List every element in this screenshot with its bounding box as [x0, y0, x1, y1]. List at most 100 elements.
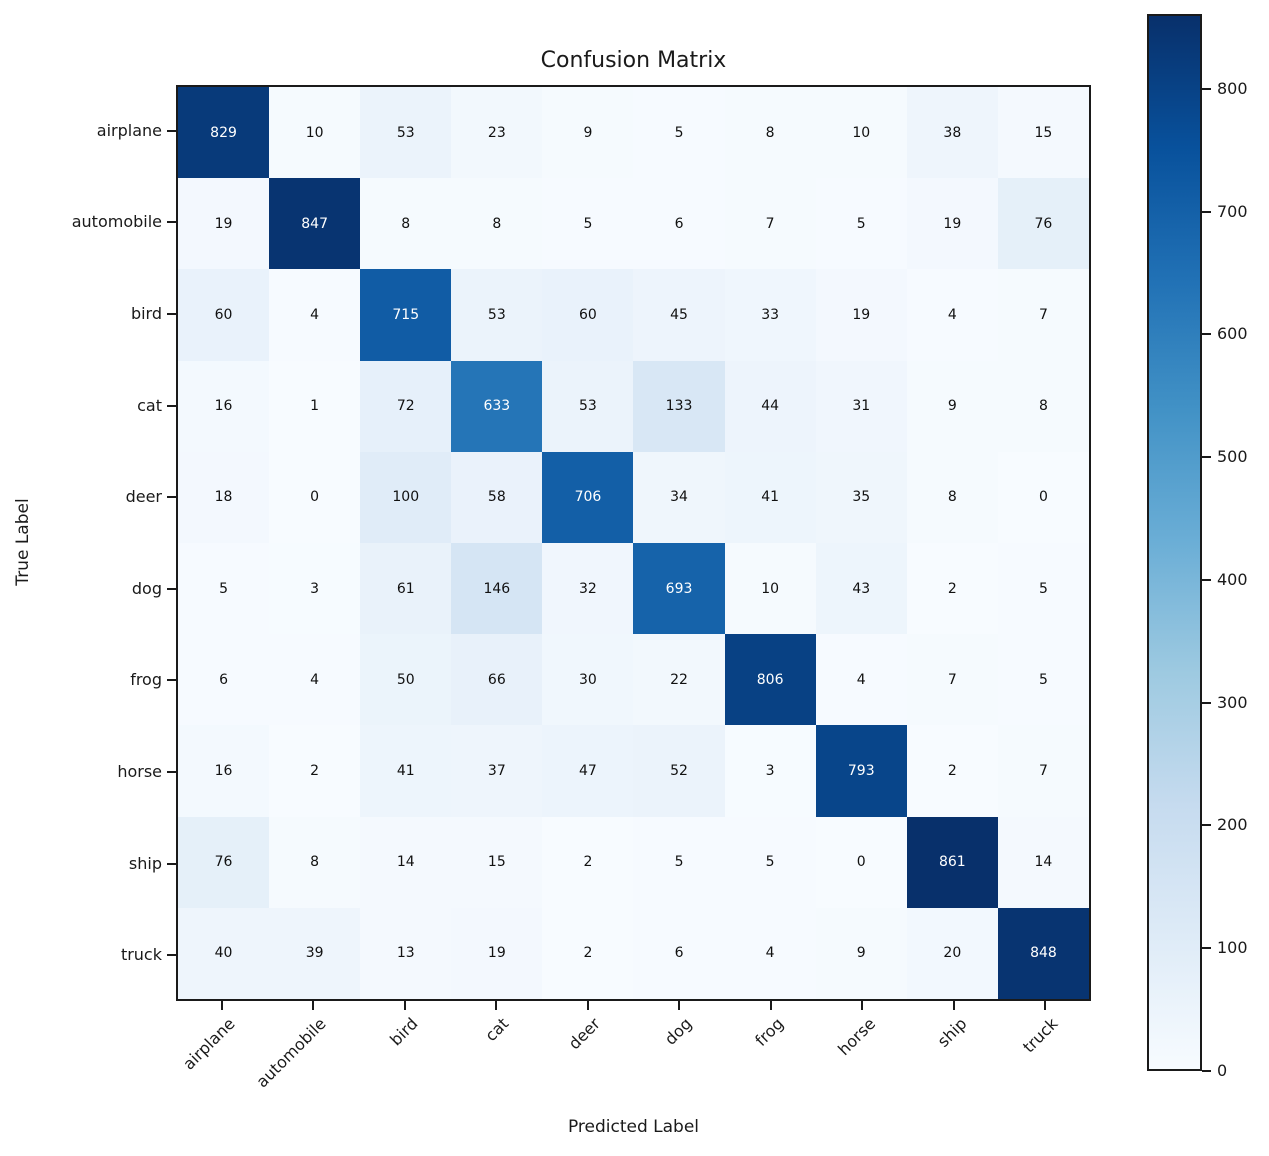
matrix-cell-airplane-cat: 23 [451, 87, 543, 179]
colorbar-tick-label-600: 600 [1217, 324, 1248, 344]
matrix-cell-frog-frog: 806 [724, 634, 816, 726]
matrix-cell-cat-airplane: 16 [178, 360, 270, 452]
chart-title: Confusion Matrix [540, 48, 727, 73]
matrix-cell-airplane-ship: 38 [906, 87, 998, 179]
matrix-cell-ship-cat: 15 [451, 816, 543, 908]
matrix-cell-airplane-frog: 8 [724, 87, 816, 179]
matrix-cell-frog-automobile: 4 [269, 634, 361, 726]
x-tick-mark [769, 1001, 772, 1010]
colorbar-tick-mark [1202, 87, 1211, 90]
x-tick-mark [312, 1001, 315, 1010]
matrix-cell-horse-deer: 47 [542, 725, 634, 817]
x-tick-label-dog: dog [660, 1014, 696, 1049]
x-tick-mark [220, 1001, 223, 1010]
matrix-cell-automobile-bird: 8 [360, 178, 452, 270]
matrix-cell-truck-deer: 2 [542, 907, 634, 999]
x-tick-label-airplane: airplane [178, 1014, 239, 1074]
matrix-cell-airplane-airplane: 829 [178, 87, 270, 179]
matrix-cell-dog-airplane: 5 [178, 542, 270, 635]
colorbar-tick-mark [1202, 578, 1211, 581]
matrix-cell-frog-airplane: 6 [178, 634, 270, 726]
matrix-cell-bird-bird: 715 [360, 269, 452, 361]
matrix-cell-deer-bird: 100 [360, 451, 452, 543]
y-tick-mark [167, 313, 176, 315]
matrix-cell-horse-cat: 37 [451, 725, 543, 817]
matrix-cell-automobile-horse: 5 [815, 178, 907, 270]
matrix-cell-frog-dog: 22 [633, 634, 725, 726]
matrix-cell-frog-truck: 5 [997, 634, 1089, 726]
matrix-cell-airplane-horse: 10 [815, 87, 907, 179]
x-tick-mark [1044, 1001, 1047, 1010]
matrix-cell-ship-ship: 861 [906, 816, 998, 908]
matrix-cell-ship-dog: 5 [633, 816, 725, 908]
y-axis-label: True Label [13, 498, 33, 586]
matrix-cell-truck-frog: 4 [724, 907, 816, 999]
x-tick-mark [678, 1001, 681, 1010]
matrix-cell-deer-automobile: 0 [269, 451, 361, 543]
matrix-cell-dog-dog: 693 [633, 542, 725, 635]
matrix-cell-airplane-truck: 15 [997, 87, 1089, 179]
matrix-cell-dog-automobile: 3 [269, 542, 361, 635]
y-tick-mark [167, 587, 176, 590]
matrix-cell-bird-automobile: 4 [269, 269, 361, 361]
matrix-cell-deer-ship: 8 [906, 451, 998, 543]
matrix-cell-cat-dog: 133 [633, 360, 725, 452]
matrix-cell-dog-bird: 61 [360, 542, 452, 635]
matrix-cell-airplane-dog: 5 [633, 87, 725, 179]
y-tick-label-deer: deer [125, 487, 162, 507]
x-tick-label-ship: ship [933, 1014, 971, 1051]
matrix-cell-horse-airplane: 16 [178, 725, 270, 817]
x-tick-label-bird: bird [385, 1014, 422, 1050]
matrix-cell-truck-cat: 19 [451, 907, 543, 999]
y-tick-mark [167, 129, 176, 132]
colorbar-tick-label-700: 700 [1217, 201, 1248, 221]
matrix-cell-cat-cat: 633 [451, 360, 543, 452]
matrix-cell-ship-deer: 2 [542, 816, 634, 908]
matrix-cell-truck-dog: 6 [633, 907, 725, 999]
matrix-cell-frog-ship: 7 [906, 634, 998, 726]
matrix-cell-bird-ship: 4 [906, 269, 998, 361]
colorbar-tick-label-500: 500 [1217, 447, 1248, 467]
matrix-cell-deer-frog: 41 [724, 451, 816, 543]
x-axis-label: Predicted Label [567, 1117, 700, 1137]
matrix-cell-bird-truck: 7 [997, 269, 1089, 361]
x-tick-mark [861, 1001, 864, 1010]
matrix-cell-horse-horse: 793 [815, 725, 907, 817]
matrix-cell-automobile-truck: 76 [997, 178, 1089, 270]
x-tick-label-frog: frog [751, 1014, 788, 1050]
x-tick-mark [952, 1001, 955, 1010]
matrix-cell-cat-horse: 31 [815, 360, 907, 452]
matrix-cell-horse-dog: 52 [633, 725, 725, 817]
colorbar-tick-label-300: 300 [1217, 692, 1248, 712]
colorbar-tick-mark [1202, 701, 1211, 704]
x-tick-label-deer: deer [564, 1014, 605, 1054]
y-tick-mark [167, 862, 176, 865]
y-tick-mark [167, 496, 176, 499]
matrix-cell-horse-automobile: 2 [269, 725, 361, 817]
matrix-cell-dog-horse: 43 [815, 542, 907, 635]
matrix-cell-cat-truck: 8 [997, 360, 1089, 452]
matrix-cell-truck-truck: 848 [997, 907, 1089, 999]
y-tick-mark [167, 954, 176, 957]
matrix-cell-ship-automobile: 8 [269, 816, 361, 908]
matrix-cell-ship-horse: 0 [815, 816, 907, 908]
matrix-cell-dog-truck: 5 [997, 542, 1089, 635]
matrix-cell-bird-frog: 33 [724, 269, 816, 361]
x-tick-mark [403, 1001, 406, 1010]
matrix-cell-horse-frog: 3 [724, 725, 816, 817]
matrix-cell-truck-bird: 13 [360, 907, 452, 999]
colorbar-tick-mark [1202, 947, 1211, 950]
colorbar-tick-mark [1202, 333, 1211, 336]
matrix-cell-frog-cat: 66 [451, 634, 543, 726]
matrix-cell-airplane-automobile: 10 [269, 87, 361, 179]
matrix-cell-horse-ship: 2 [906, 725, 998, 817]
y-tick-label-cat: cat [137, 395, 162, 415]
matrix-cell-ship-bird: 14 [360, 816, 452, 908]
matrix-cell-frog-bird: 50 [360, 634, 452, 726]
colorbar-tick-label-200: 200 [1217, 815, 1248, 835]
matrix-cell-ship-airplane: 76 [178, 816, 270, 908]
matrix-cell-cat-frog: 44 [724, 360, 816, 452]
matrix-cell-automobile-airplane: 19 [178, 178, 270, 270]
matrix-cell-deer-airplane: 18 [178, 451, 270, 543]
